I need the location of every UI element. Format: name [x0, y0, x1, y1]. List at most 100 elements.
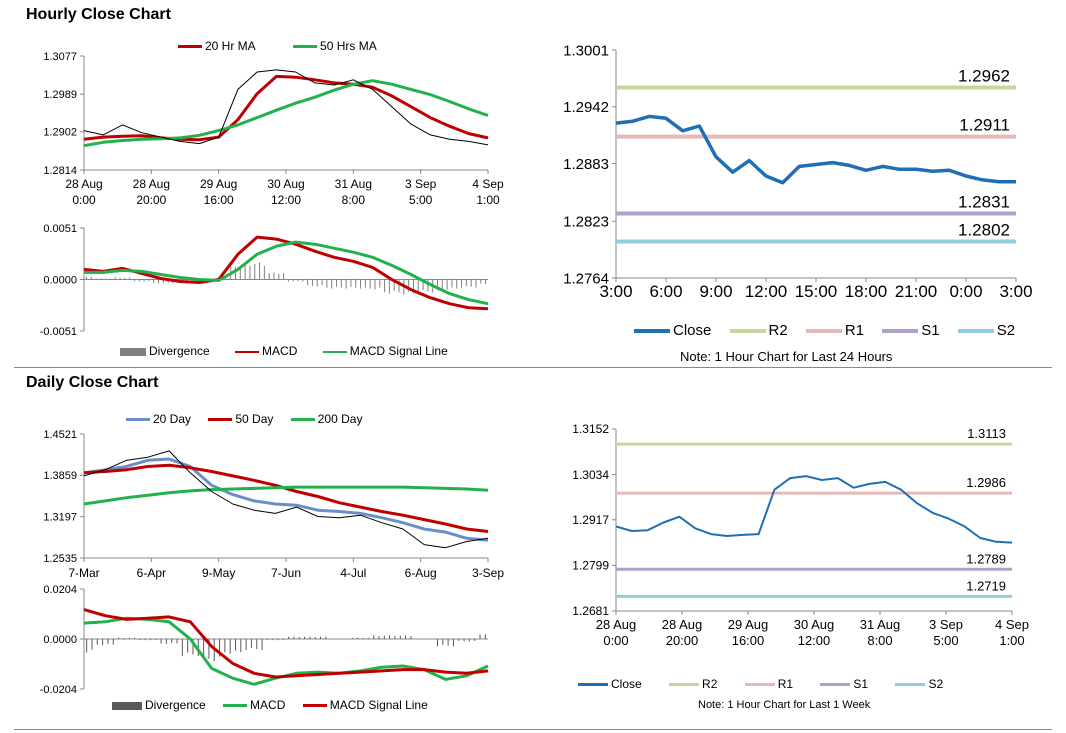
x-tick-label: 0:00: [949, 282, 982, 301]
legend-week-s1: S1: [820, 677, 868, 691]
x-tick-label: 20:00: [666, 633, 699, 648]
x-tick-label: 28 Aug: [596, 617, 637, 632]
daily-macd-legend: Divergence MACD MACD Signal Line: [112, 698, 442, 712]
y-tick-label: 1.2764: [563, 270, 609, 287]
x-tick-label: 21:00: [895, 282, 938, 301]
legend-r2: R2: [729, 322, 788, 339]
x-tick-label: 5:00: [933, 633, 958, 648]
legend-week-close: Close: [578, 677, 642, 691]
x-tick-label: 28 Aug: [662, 617, 703, 632]
legend-s2: S2: [957, 322, 1015, 339]
x-tick-label: 12:00: [745, 282, 788, 301]
level-label-r1: 1.2911: [959, 116, 1010, 135]
y-tick-label: -0.0051: [40, 326, 77, 338]
y-tick-label: 0.0051: [43, 223, 77, 235]
x-tick-label: 18:00: [845, 282, 888, 301]
legend-20hr-ma: 20 Hr MA: [178, 39, 256, 53]
x-tick-label: 3:00: [999, 282, 1032, 301]
x-tick-label: 6:00: [649, 282, 682, 301]
y-tick-label: 1.2942: [563, 99, 609, 116]
legend-macd-signal: MACD Signal Line: [322, 344, 448, 358]
series-line-close: [615, 114, 1016, 185]
legend-divergence: Divergence: [120, 344, 210, 358]
x-tick-label: 28 Aug: [65, 177, 102, 191]
x-tick-label: 29 Aug: [200, 177, 237, 191]
y-tick-label: -0.0204: [40, 684, 77, 696]
legend-50hrs-ma: 50 Hrs MA: [293, 39, 377, 53]
level-label-s1: 1.2789: [966, 551, 1006, 566]
x-tick-label: 31 Aug: [860, 617, 901, 632]
x-tick-label: 3 Sep: [929, 617, 963, 632]
series-line-macd: [83, 616, 489, 686]
x-tick-label: 7-Jun: [271, 566, 301, 580]
y-tick-label: 1.2902: [43, 127, 77, 139]
x-tick-label: 16:00: [204, 193, 234, 207]
level-label-s2: 1.2802: [958, 220, 1010, 239]
y-tick-label: 1.3197: [43, 512, 77, 524]
bottom-divider: [14, 729, 1052, 730]
legend-week-r1: R1: [744, 677, 793, 691]
section-divider: [14, 367, 1052, 368]
x-tick-label: 8:00: [342, 193, 366, 207]
y-tick-label: 1.3077: [43, 51, 77, 63]
legend-daily-divergence: Divergence: [112, 698, 206, 712]
x-tick-label: 3-Sep: [472, 566, 504, 580]
x-tick-label: 9-May: [202, 566, 235, 580]
hourly-price-legend: 20 Hr MA 50 Hrs MA: [178, 39, 391, 53]
hourly-24h-legend: Close R2 R1 S1 S2: [634, 322, 1029, 339]
series-line-50-hrs-ma: [83, 79, 489, 148]
y-tick-label: 1.2989: [43, 89, 77, 101]
legend-macd: MACD: [235, 344, 297, 358]
y-tick-label: 0.0204: [43, 584, 77, 596]
x-tick-label: 30 Aug: [267, 177, 304, 191]
y-tick-label: 1.3859: [43, 470, 77, 482]
x-tick-label: 16:00: [732, 633, 765, 648]
legend-close: Close: [634, 322, 711, 339]
x-tick-label: 0:00: [603, 633, 628, 648]
y-tick-label: 1.2535: [43, 553, 77, 565]
series-line-20-day: [83, 457, 489, 542]
level-label-s1: 1.2831: [958, 193, 1010, 212]
y-tick-label: 1.2823: [563, 213, 609, 230]
level-label-r1: 1.2986: [966, 475, 1006, 490]
y-tick-label: 1.3034: [572, 468, 609, 482]
y-tick-label: 1.2917: [572, 513, 609, 527]
y-tick-label: 1.3001: [563, 42, 609, 59]
level-label-s2: 1.2719: [966, 578, 1006, 593]
daily-section-title: Daily Close Chart: [26, 374, 159, 391]
legend-20-day: 20 Day: [126, 412, 191, 426]
x-tick-label: 12:00: [798, 633, 831, 648]
x-tick-label: 6-Aug: [405, 566, 437, 580]
series-line-close: [615, 475, 1013, 544]
x-tick-label: 0:00: [72, 193, 96, 207]
x-tick-label: 31 Aug: [335, 177, 372, 191]
x-tick-label: 12:00: [271, 193, 301, 207]
x-tick-label: 4-Jul: [340, 566, 366, 580]
series-line-macd: [83, 235, 489, 311]
legend-week-s2: S2: [895, 677, 943, 691]
x-tick-label: 8:00: [867, 633, 892, 648]
series-line-close: [83, 450, 489, 549]
series-line-20-hr-ma: [83, 74, 489, 142]
x-tick-label: 3 Sep: [405, 177, 437, 191]
x-tick-label: 4 Sep: [472, 177, 504, 191]
legend-50-day: 50 Day: [208, 412, 273, 426]
x-tick-label: 9:00: [699, 282, 732, 301]
x-tick-label: 30 Aug: [794, 617, 835, 632]
y-tick-label: 1.2814: [43, 165, 77, 177]
x-tick-label: 1:00: [476, 193, 500, 207]
y-tick-label: 1.2883: [563, 156, 609, 173]
y-tick-label: 1.2799: [572, 559, 609, 573]
hourly-week-legend: Close R2 R1 S1 S2: [578, 677, 957, 691]
series-line-200-day: [83, 485, 489, 506]
legend-daily-macd: MACD: [223, 698, 285, 712]
legend-200-day: 200 Day: [290, 412, 362, 426]
level-label-r2: 1.2962: [958, 67, 1010, 86]
x-tick-label: 4 Sep: [995, 617, 1029, 632]
y-tick-label: 1.3152: [572, 422, 609, 436]
series-line-macd-signal-line: [84, 240, 489, 306]
x-tick-label: 6-Apr: [137, 566, 166, 580]
daily-price-legend: 20 Day 50 Day 200 Day: [126, 412, 376, 426]
series-line-50-day: [83, 463, 489, 533]
